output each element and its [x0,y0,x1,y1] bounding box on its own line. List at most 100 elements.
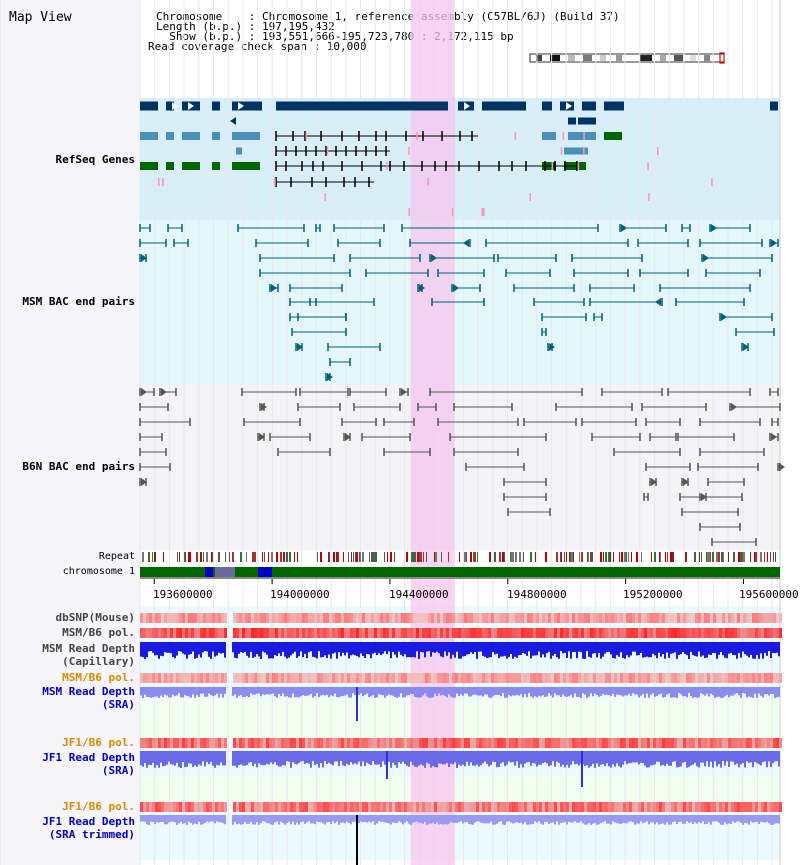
jf1-b6-pol-heat [551,738,554,748]
jf1-b6-pol-heat [764,738,767,748]
msm-b6-pol-sra-heat [266,673,269,683]
jf1-read-depth-trimmed [246,815,248,824]
msm-bac-end-pairs-label[interactable]: MSM BAC end pairs [22,295,135,308]
jf1-read-depth-trimmed [256,815,258,823]
jf1-read-depth-trimmed [498,815,500,822]
jf1-b6-pol-2-heat [731,802,734,812]
msm-read-depth-sra [354,687,356,695]
msm-read-depth-sra [254,687,256,695]
repeat-mark [459,552,460,562]
jf1-read-depth-trimmed [610,815,612,825]
jf1-read-depth-sra [620,751,622,768]
msm-read-depth-capillary [442,642,444,658]
msm-read-depth-capillary [588,642,590,657]
dbsnp-heat [620,613,623,623]
msm-b6-pol-heat [416,628,419,638]
msm-b6-pol-heat [773,628,776,638]
msm-b6-pol-capillary-label[interactable]: MSM/B6 pol. [62,626,135,639]
jf1-b6-pol-2-heat [167,802,170,812]
jf1-read-depth-sra [584,751,586,767]
jf1-b6-pol-2-heat [665,802,668,812]
msm-b6-pol-sra-heat [353,673,356,683]
msm-b6-pol-heat [599,628,602,638]
msm-read-depth-sra-label[interactable]: MSM Read Depth [42,685,135,698]
msm-read-depth-capillary [476,642,478,659]
msm-read-depth-capillary [760,642,762,654]
msm-b6-pol-sra-heat [407,673,410,683]
msm-read-depth-sra [286,687,288,697]
jf1-b6-pol-heat [524,738,527,748]
refseq-genes-label[interactable]: RefSeq Genes [55,153,135,166]
jf1-b6-pol-heat [590,738,593,748]
msm-b6-pol-sra-heat [767,673,770,683]
msm-b6-pol-heat [398,628,401,638]
jf1-read-depth-sra-label[interactable]: JF1 Read Depth [42,751,135,764]
msm-read-depth-capillary [354,642,356,656]
msm-b6-pol-heat [413,628,416,638]
msm-b6-pol-heat [770,628,773,638]
jf1-read-depth-trimmed [434,815,436,825]
msm-b6-pol-sra-heat [698,673,701,683]
jf1-b6-pol-2-heat [278,802,281,812]
b6n-bac-pair-end-icon [651,478,657,486]
repeat-mark [605,552,607,562]
msm-b6-pol-sra-label[interactable]: MSM/B6 pol. [62,671,135,684]
msm-read-depth-sra [602,687,604,694]
msm-read-depth-capillary [436,642,438,652]
jf1-b6-pol-2-heat [389,802,392,812]
jf1-read-depth-trimmed [736,815,738,822]
dbsnp-heat [425,613,428,623]
jf1-read-depth-trimmed [374,815,376,825]
msm-b6-pol-sra-heat [755,673,758,683]
msm-read-depth-sra-sub-label: (SRA) [101,698,135,711]
jf1-read-depth-trimmed [708,815,710,823]
dbsnp-heat [758,613,761,623]
dbsnp-heat [503,613,506,623]
chromosome-ideogram[interactable] [528,52,728,64]
msm-read-depth-capillary [752,642,754,659]
msm-read-depth-sra [184,687,186,696]
b6n-bac-end-pairs-label[interactable]: B6N BAC end pairs [22,460,135,473]
jf1-read-depth-trimmed [756,815,758,822]
jf1-b6-pol-label[interactable]: JF1/B6 pol. [62,736,135,749]
msm-bac-pair-end-icon [327,373,333,381]
dbsnp-heat [665,613,668,623]
msm-read-depth-sra [140,687,142,696]
msm-b6-pol-sra-heat [686,673,689,683]
jf1-b6-pol-heat [443,738,446,748]
msm-b6-pol-heat [461,628,464,638]
msm-b6-pol-sra-heat [674,673,677,683]
jf1-read-depth-trimmed [154,815,156,824]
jf1-read-depth-trimmed [148,815,150,825]
msm-b6-pol-sra-heat [524,673,527,683]
msm-read-depth-capillary [560,642,562,652]
jf1-b6-pol-2-label[interactable]: JF1/B6 pol. [62,800,135,813]
dbsnp-heat [773,613,776,623]
jf1-read-depth-trimmed-label[interactable]: JF1 Read Depth [42,815,135,828]
msm-read-depth-sra [518,687,520,696]
jf1-b6-pol-heat [608,738,611,748]
jf1-b6-pol-2-heat [416,802,419,812]
jf1-b6-pol-heat [251,738,254,748]
msm-b6-pol-heat [428,628,431,638]
msm-read-depth-sra [500,687,502,697]
jf1-b6-pol-2-heat [251,802,254,812]
msm-read-depth-capillary-label[interactable]: MSM Read Depth [42,642,135,655]
jf1-read-depth-trimmed [294,815,296,825]
jf1-read-depth-trimmed [658,815,660,825]
msm-b6-pol-heat [209,628,212,638]
msm-b6-pol-heat [152,628,155,638]
msm-bac-pair-end-icon [463,239,469,247]
dbsnp-label[interactable]: dbSNP(Mouse) [55,611,135,624]
msm-read-depth-capillary [386,642,388,655]
msm-b6-pol-sra-heat [188,673,191,683]
msm-read-depth-sra [424,687,426,694]
jf1-b6-pol-heat [395,738,398,748]
jf1-b6-pol-2-heat [482,802,485,812]
msm-read-depth-sra [698,687,700,698]
msm-b6-pol-sra-heat [548,673,551,683]
jf1-read-depth-trimmed [258,815,260,825]
msm-b6-pol-sra-heat [443,673,446,683]
dbsnp-heat [668,613,671,623]
